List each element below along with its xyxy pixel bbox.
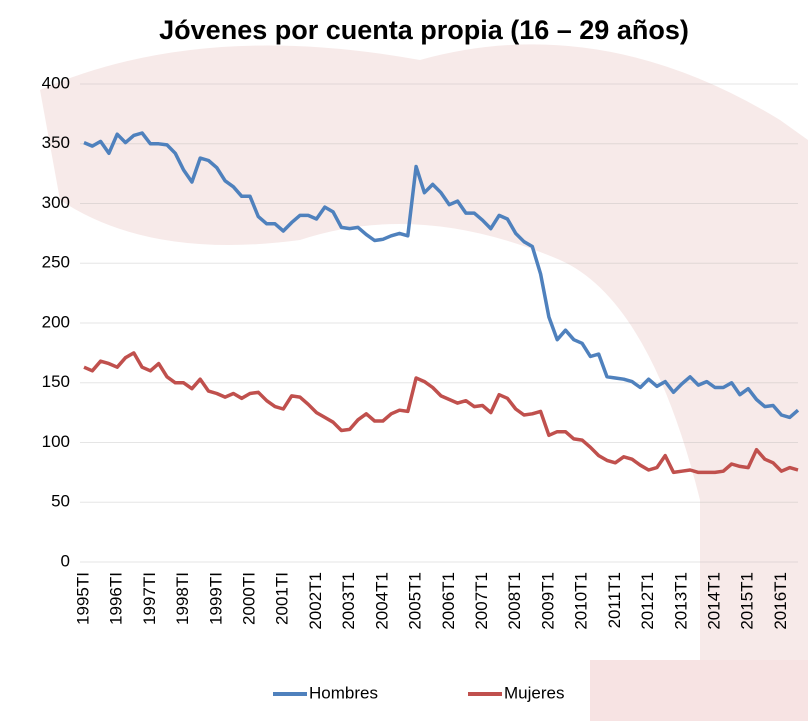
- x-tick-label: 2015T1: [738, 572, 757, 630]
- x-tick-label: 2007T1: [472, 572, 491, 630]
- y-tick-label: 200: [42, 312, 70, 331]
- background-panel: [590, 660, 808, 721]
- x-tick-label: 2008T1: [505, 572, 524, 630]
- x-tick-label: 2004T1: [372, 572, 391, 630]
- x-tick-label: 2002T1: [306, 572, 325, 630]
- x-tick-label: 2009T1: [538, 572, 557, 630]
- x-tick-label: 1995TI: [73, 572, 92, 625]
- x-tick-label: 2016T1: [771, 572, 790, 630]
- x-tick-label: 1999TI: [206, 572, 225, 625]
- x-tick-label: 1996TI: [107, 572, 126, 625]
- x-tick-label: 2014T1: [704, 572, 723, 630]
- y-tick-label: 400: [42, 73, 70, 92]
- legend-label: Mujeres: [504, 683, 564, 702]
- y-tick-label: 50: [51, 492, 70, 511]
- y-tick-label: 150: [42, 372, 70, 391]
- y-tick-label: 300: [42, 193, 70, 212]
- x-tick-label: 2013T1: [671, 572, 690, 630]
- x-tick-label: 2005T1: [406, 572, 425, 630]
- x-tick-label: 2012T1: [638, 572, 657, 630]
- x-tick-label: 2001TI: [273, 572, 292, 625]
- chart-title: Jóvenes por cuenta propia (16 – 29 años): [159, 15, 689, 45]
- y-tick-label: 100: [42, 432, 70, 451]
- x-tick-label: 1997TI: [140, 572, 159, 625]
- x-tick-label: 2000TI: [240, 572, 259, 625]
- chart: Jóvenes por cuenta propia (16 – 29 años)…: [0, 0, 808, 721]
- y-tick-label: 250: [42, 253, 70, 272]
- x-tick-label: 2011T1: [605, 572, 624, 628]
- y-tick-label: 0: [61, 551, 70, 570]
- y-tick-label: 350: [42, 133, 70, 152]
- x-tick-label: 2010T1: [572, 572, 591, 630]
- legend-label: Hombres: [309, 683, 378, 702]
- x-tick-label: 2003T1: [339, 572, 358, 630]
- x-tick-label: 2006T1: [439, 572, 458, 630]
- x-tick-label: 1998TI: [173, 572, 192, 625]
